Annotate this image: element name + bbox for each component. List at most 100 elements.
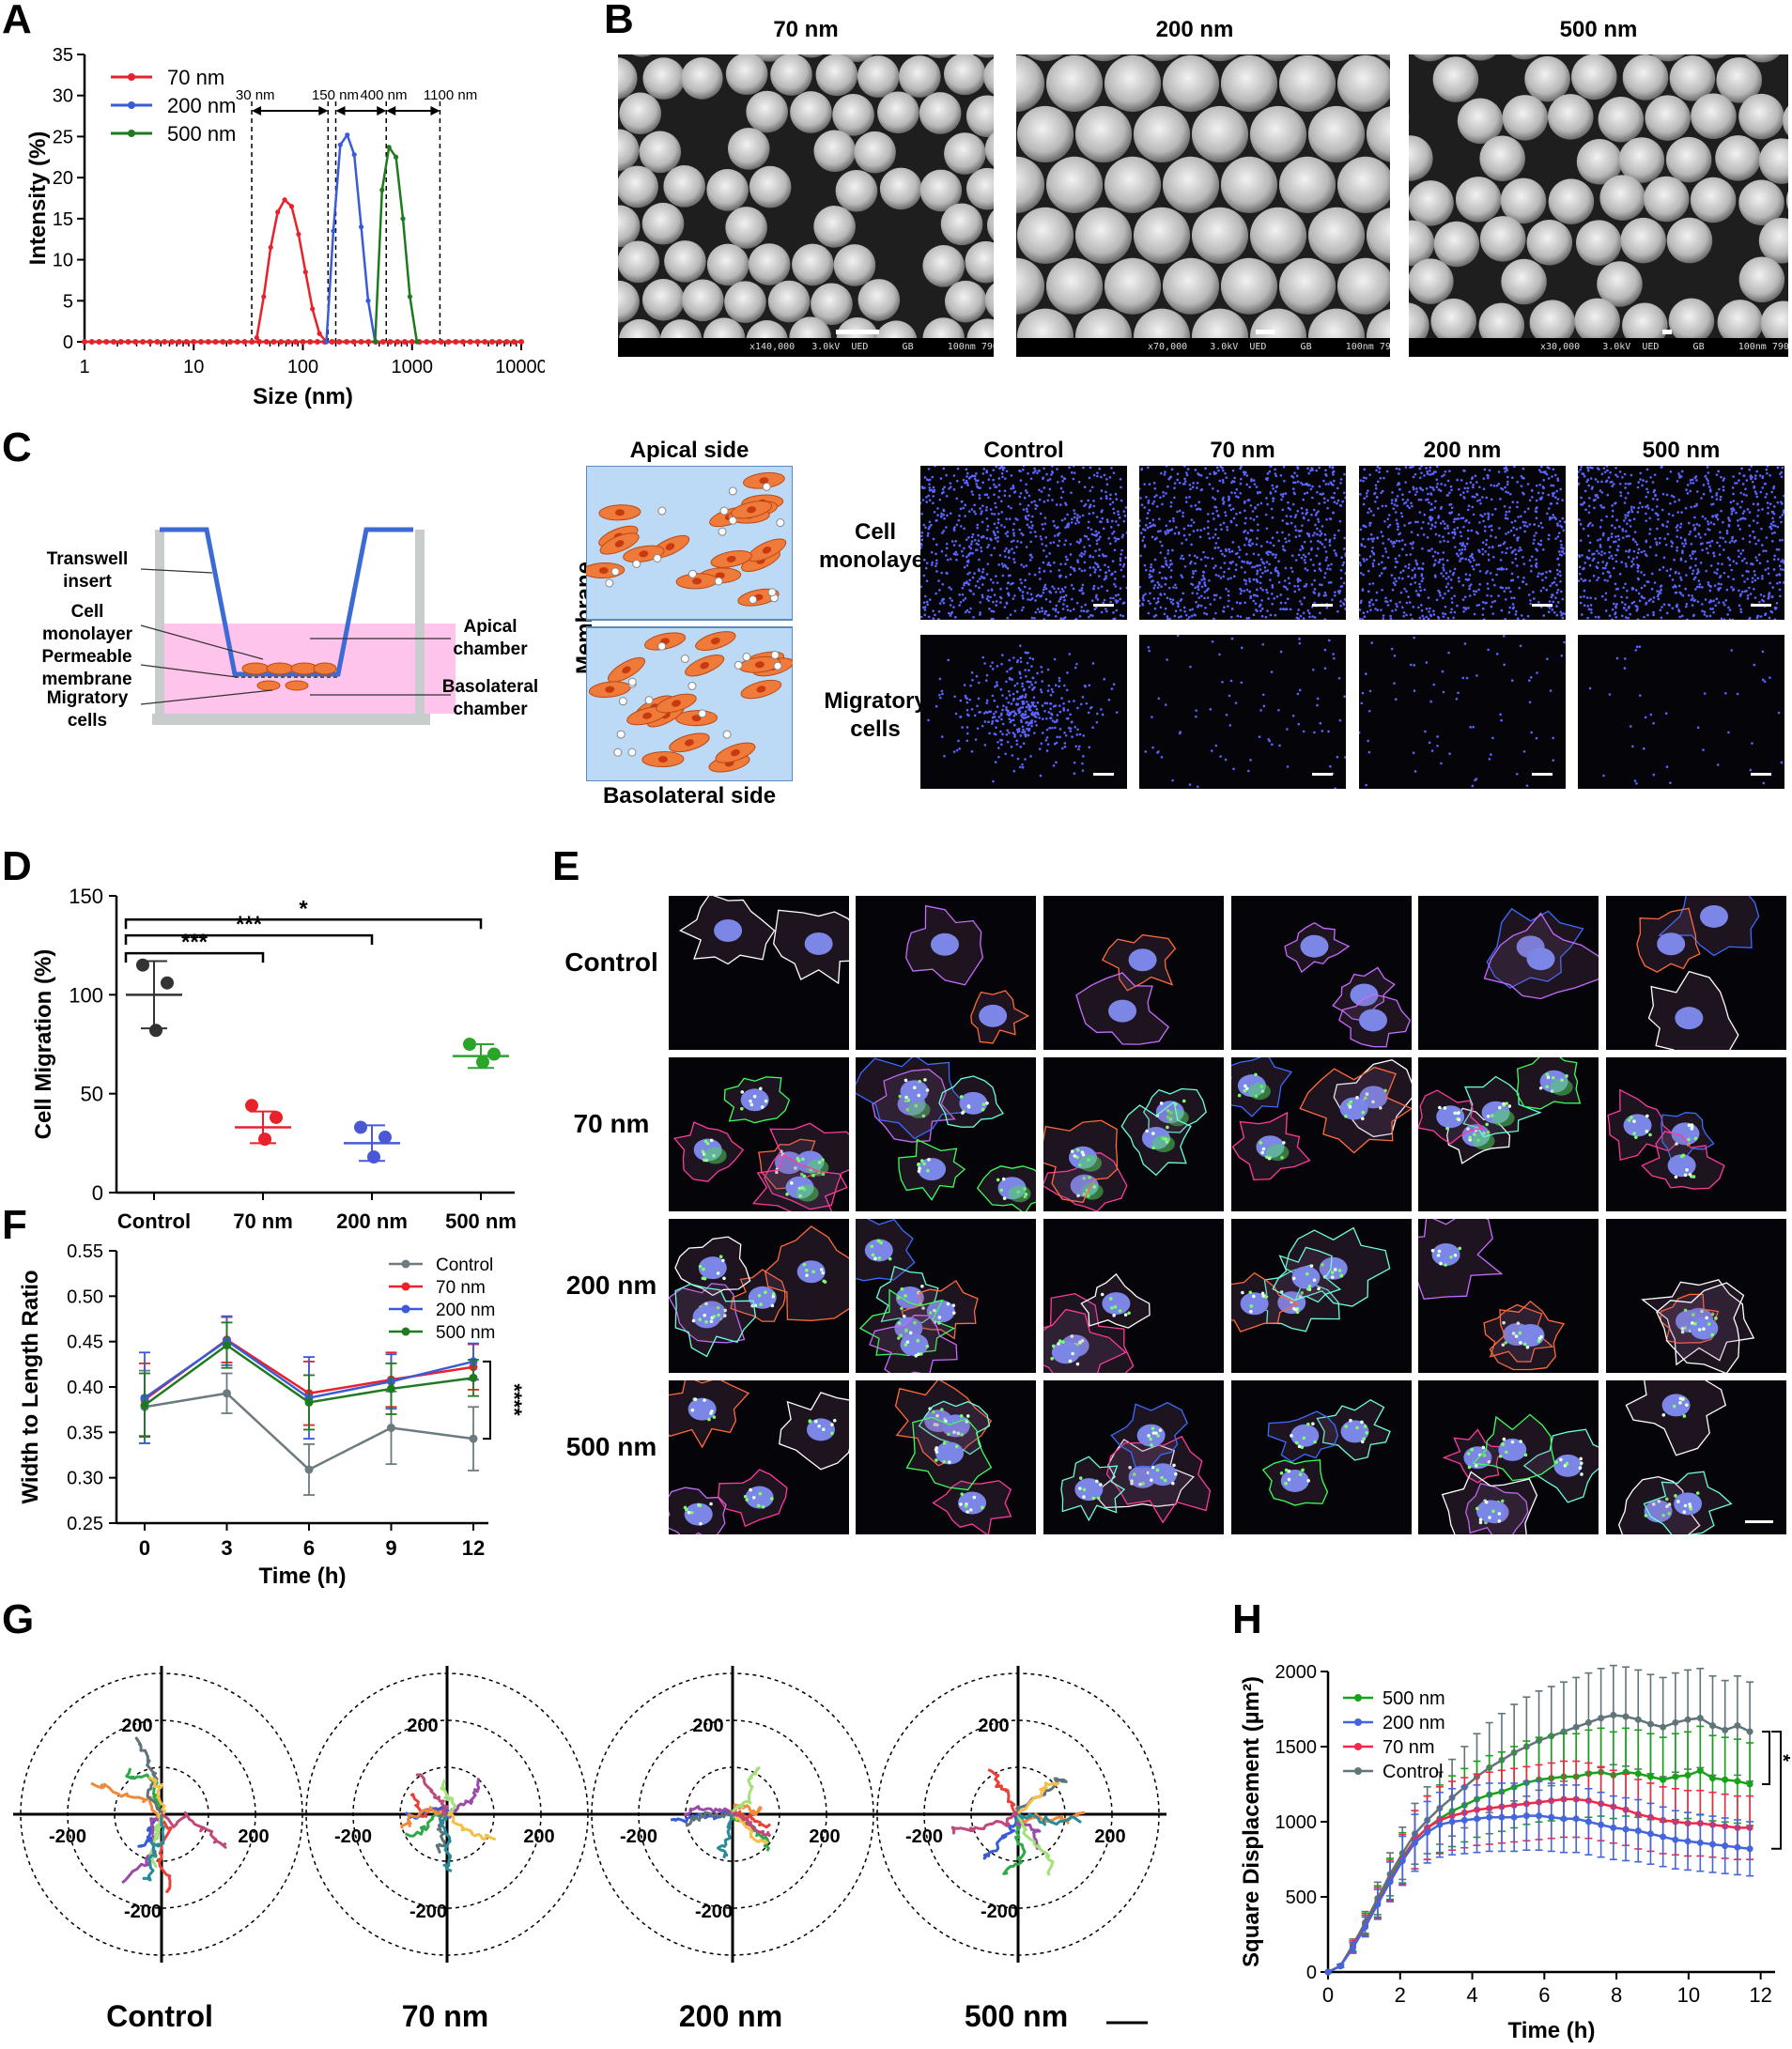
- nucleus-dot: [1761, 508, 1764, 511]
- nanoparticle: [618, 57, 638, 100]
- nucleus-dot: [1471, 552, 1474, 556]
- nucleus-dot: [1302, 617, 1305, 620]
- nucleus-dot: [1419, 498, 1423, 501]
- data-point: [310, 306, 316, 312]
- schematic-cell: [607, 656, 645, 683]
- label-apical-chamber: Apical chamber: [453, 617, 528, 659]
- nucleus-dot: [990, 609, 994, 613]
- nanoparticle: [1745, 54, 1781, 63]
- nucleus-dot: [1592, 574, 1596, 578]
- nucleus-dot: [1442, 596, 1444, 600]
- nucleus-dot: [1547, 533, 1551, 537]
- nucleus-dot: [1112, 507, 1115, 511]
- nucleus-dot: [1359, 732, 1361, 734]
- nucleus-dot: [1487, 476, 1490, 480]
- nucleus-dot: [1071, 517, 1074, 521]
- nucleus-dot: [1748, 534, 1752, 537]
- nucleus-dot: [1139, 497, 1142, 500]
- x-tick-label: 1000: [392, 357, 434, 377]
- nucleus-dot: [1075, 540, 1079, 544]
- nucleus-dot: [921, 606, 925, 609]
- nucleus-dot: [988, 607, 991, 610]
- nucleus-dot: [1783, 581, 1784, 584]
- nucleus-dot: [1012, 539, 1015, 543]
- nucleus-dot: [1375, 591, 1379, 594]
- nucleus-dot: [1738, 555, 1740, 559]
- nucleus-dot: [1506, 469, 1509, 471]
- nucleus-dot: [1579, 601, 1583, 605]
- nucleus-dot: [999, 730, 1002, 733]
- nucleus-dot: [1475, 590, 1478, 593]
- nucleus-dot: [1190, 504, 1193, 508]
- nucleus-dot: [1428, 741, 1431, 745]
- nucleus-dot: [970, 671, 974, 674]
- panel-b-title-200: 200 nm: [1155, 17, 1234, 42]
- nucleus-dot: [1103, 578, 1106, 581]
- nucleus-dot: [1053, 720, 1057, 724]
- nucleus-dot: [1771, 539, 1774, 543]
- nucleus-dot: [1319, 583, 1321, 586]
- nanoparticle-dot: [799, 1172, 804, 1177]
- nucleus-dot: [1450, 608, 1453, 611]
- schematic-cell: [641, 751, 685, 768]
- nucleus-dot: [1702, 492, 1706, 496]
- nucleus-dot: [1164, 582, 1167, 586]
- nucleus-dot: [1025, 546, 1028, 548]
- nanoparticle: [1738, 93, 1784, 140]
- nucleus-dot: [1393, 577, 1397, 580]
- nucleus-dot: [950, 610, 954, 614]
- nucleus-dot: [1226, 528, 1229, 532]
- nucleus-dot: [1144, 750, 1148, 753]
- nucleus-dot: [1030, 665, 1033, 668]
- nucleus-dot: [1380, 491, 1383, 495]
- nucleus-dot: [1448, 752, 1451, 755]
- nucleus-dot: [977, 533, 980, 537]
- nucleus-dot: [922, 601, 926, 604]
- nucleus-dot: [1305, 582, 1308, 586]
- nucleus-dot: [1513, 466, 1516, 469]
- nucleus-dot: [999, 601, 1002, 604]
- nucleus-dot: [1294, 559, 1298, 562]
- nucleus-dot: [1323, 648, 1327, 652]
- nucleus-dot: [1021, 468, 1025, 471]
- nucleus-dot: [1319, 611, 1321, 615]
- nucleus-dot: [1228, 599, 1230, 603]
- nucleus-dot: [1478, 499, 1482, 501]
- nucleus-dot: [1724, 691, 1727, 695]
- nucleus-dot: [1462, 609, 1465, 613]
- nucleus-dot: [1223, 562, 1227, 564]
- nucleus-dot: [1259, 709, 1262, 712]
- nucleus-dot: [1490, 484, 1492, 487]
- schematic-cell: [738, 655, 781, 673]
- nucleus-dot: [1249, 516, 1252, 520]
- nucleus-dot: [989, 595, 992, 599]
- nucleus-dot: [1033, 531, 1037, 533]
- nucleus-dot: [1153, 558, 1157, 562]
- nucleus-dot: [1017, 586, 1021, 590]
- nucleus-dot: [1329, 764, 1332, 768]
- nucleus-dot: [1684, 587, 1687, 591]
- nucleus-dot: [970, 490, 974, 493]
- nucleus-dot: [1687, 593, 1691, 597]
- nucleus-dot: [1540, 526, 1544, 530]
- nucleus-dot: [1778, 588, 1782, 592]
- nucleus-dot: [1420, 466, 1423, 468]
- nucleus-dot: [1088, 684, 1091, 687]
- nucleus-dot: [1213, 532, 1217, 536]
- nucleus-dot: [933, 488, 936, 492]
- nucleus-dot: [1183, 609, 1186, 613]
- panel-label-c: C: [2, 424, 32, 470]
- nucleus-dot: [1108, 497, 1112, 501]
- nucleus-dot: [1592, 557, 1596, 561]
- nucleus-dot: [1640, 550, 1644, 554]
- nucleus-dot: [1095, 542, 1099, 546]
- nucleus-dot: [1124, 556, 1127, 560]
- nanoparticle: [749, 165, 792, 208]
- nucleus-dot: [990, 553, 993, 557]
- nucleus-dot: [1305, 532, 1309, 535]
- nucleus-dot: [1685, 488, 1688, 491]
- nucleus-dot: [967, 610, 971, 614]
- nucleus-dot: [1692, 549, 1694, 553]
- nucleus-dot: [1769, 526, 1771, 529]
- nucleus-dot: [1180, 574, 1183, 578]
